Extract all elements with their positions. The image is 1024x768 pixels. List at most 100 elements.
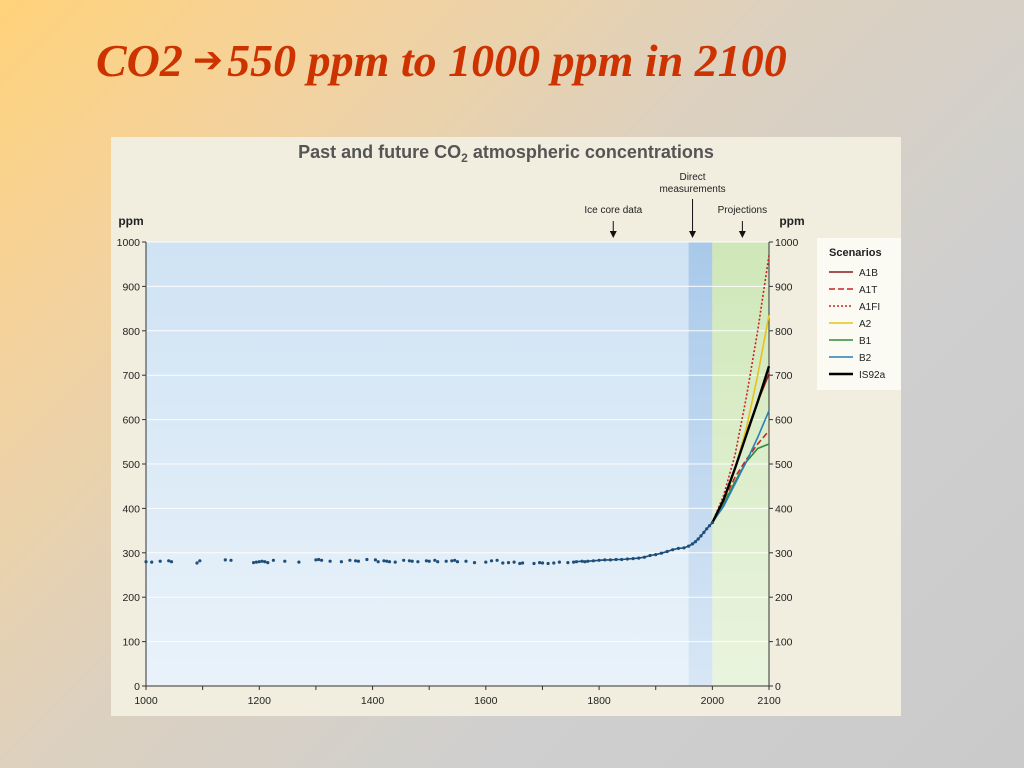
y-tick-label-right: 800 bbox=[775, 326, 793, 338]
historical-point bbox=[382, 559, 386, 563]
historical-point bbox=[339, 560, 343, 564]
annotation-label-line2: measurements bbox=[659, 184, 725, 195]
historical-point bbox=[356, 559, 360, 563]
historical-point bbox=[484, 560, 488, 564]
historical-point bbox=[464, 559, 468, 563]
historical-point bbox=[472, 561, 477, 565]
y-tick-label-right: 900 bbox=[775, 281, 793, 293]
x-tick-label: 1800 bbox=[587, 695, 611, 707]
historical-point bbox=[257, 560, 261, 564]
historical-point bbox=[572, 560, 576, 564]
chart-title: Past and future CO2 atmospheric concentr… bbox=[298, 142, 714, 165]
historical-point bbox=[317, 557, 321, 562]
historical-point bbox=[328, 559, 332, 563]
y-tick-label-left: 900 bbox=[122, 281, 140, 293]
y-axis-label-right: ppm bbox=[779, 214, 804, 228]
historical-point bbox=[260, 559, 264, 563]
historical-point bbox=[557, 560, 561, 564]
historical-point bbox=[495, 558, 499, 562]
x-tick-label: 2000 bbox=[701, 695, 725, 707]
y-tick-label-left: 1000 bbox=[117, 237, 141, 249]
historical-point bbox=[169, 560, 174, 564]
historical-point bbox=[393, 560, 397, 564]
historical-point bbox=[385, 559, 389, 563]
historical-point bbox=[320, 558, 324, 562]
y-tick-label-right: 300 bbox=[775, 548, 793, 560]
historical-point bbox=[427, 559, 431, 563]
historical-point bbox=[538, 561, 542, 565]
x-tick-label: 1600 bbox=[474, 695, 498, 707]
historical-point bbox=[254, 560, 258, 564]
historical-point bbox=[271, 558, 275, 562]
historical-point bbox=[263, 560, 267, 564]
chart-axes: 0 0 100 100 200 200 300 300 400 400 500 500 600 600 70… bbox=[117, 237, 799, 707]
chart-series bbox=[711, 255, 771, 524]
historical-point bbox=[424, 559, 428, 563]
x-tick-label: 2100 bbox=[757, 695, 781, 707]
co2-chart: Past and future CO2 atmospheric concentr… bbox=[117, 142, 901, 707]
legend-label-b2: B2 bbox=[859, 353, 872, 364]
historical-point bbox=[195, 561, 199, 565]
historical-point bbox=[455, 560, 460, 564]
historical-points bbox=[144, 521, 715, 566]
y-tick-label-right: 600 bbox=[775, 415, 793, 427]
historical-point bbox=[416, 560, 420, 564]
historical-point bbox=[489, 559, 494, 563]
annotation-label-line1: Direct bbox=[679, 172, 705, 183]
historical-point bbox=[150, 560, 154, 564]
legend-box bbox=[817, 238, 901, 390]
y-tick-label-right: 0 bbox=[775, 681, 781, 693]
historical-point bbox=[450, 559, 454, 563]
chart-title-main: Past and future CO bbox=[298, 142, 461, 162]
series-line-is92a bbox=[711, 365, 771, 524]
historical-point bbox=[407, 559, 411, 563]
series-line-b2 bbox=[711, 410, 770, 524]
historical-point bbox=[546, 561, 550, 566]
chart-title-subscript: 2 bbox=[461, 151, 468, 165]
historical-point bbox=[512, 560, 516, 564]
slide-title-right: 550 ppm to 1000 ppm in 2100 bbox=[227, 35, 787, 86]
historical-point bbox=[144, 560, 148, 564]
historical-point bbox=[436, 560, 440, 564]
chart-legend: Scenarios A1B A1T A1FI A2 B1 B2 IS92a bbox=[817, 238, 901, 390]
historical-point bbox=[348, 558, 352, 562]
historical-point bbox=[223, 558, 227, 562]
legend-label-a1fi: A1FI bbox=[859, 302, 880, 313]
historical-point bbox=[566, 561, 570, 565]
legend-label-a1b: A1B bbox=[859, 268, 878, 279]
historical-point bbox=[402, 558, 406, 562]
historical-point bbox=[532, 561, 536, 566]
legend-label-is92a: IS92a bbox=[859, 370, 886, 381]
legend-label-b1: B1 bbox=[859, 336, 872, 347]
historical-point bbox=[283, 559, 287, 563]
historical-point bbox=[444, 559, 448, 563]
historical-point bbox=[376, 560, 380, 564]
y-tick-label-left: 400 bbox=[122, 503, 140, 515]
y-tick-label-right: 500 bbox=[775, 459, 793, 471]
y-tick-label-right: 700 bbox=[775, 370, 793, 382]
y-tick-label-right: 1000 bbox=[775, 237, 799, 249]
historical-point bbox=[167, 559, 171, 563]
y-tick-label-left: 0 bbox=[134, 681, 140, 693]
x-tick-label: 1000 bbox=[134, 695, 158, 707]
y-tick-label-left: 200 bbox=[122, 592, 140, 604]
historical-line bbox=[576, 522, 713, 563]
historical-point bbox=[433, 558, 437, 562]
y-tick-label-left: 300 bbox=[122, 548, 140, 560]
y-axis-label-left: ppm bbox=[118, 214, 143, 228]
x-tick-label: 1200 bbox=[248, 695, 272, 707]
historical-point bbox=[521, 561, 525, 565]
historical-point bbox=[540, 561, 545, 565]
annotation-arrow-head bbox=[689, 231, 697, 238]
y-tick-label-left: 800 bbox=[122, 326, 140, 338]
historical-point bbox=[198, 559, 202, 563]
x-tick-label: 1400 bbox=[361, 695, 385, 707]
chart-title-tail: atmospheric concentrations bbox=[468, 142, 714, 162]
historical-point bbox=[387, 560, 392, 564]
historical-point bbox=[158, 559, 162, 563]
legend-label-a2: A2 bbox=[859, 319, 872, 330]
historical-point bbox=[266, 561, 270, 565]
annotation-arrow-head bbox=[738, 231, 746, 238]
historical-point bbox=[501, 561, 505, 565]
